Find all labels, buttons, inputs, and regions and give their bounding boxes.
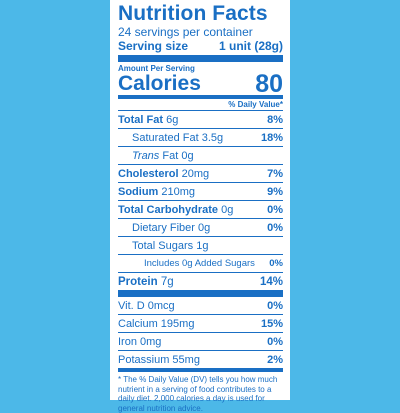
divider-thick [118, 55, 283, 62]
vitamin-row-iron: Iron 0mg 0% [118, 333, 283, 350]
nutrient-pct: 0% [267, 221, 283, 234]
vitamin-row-vit-d: Vit. D 0mcg 0% [118, 297, 283, 314]
divider [118, 110, 283, 111]
vitamin-pct: 0% [267, 299, 283, 312]
serving-size-value: 1 unit (28g) [218, 39, 283, 53]
nutrient-pct: 18% [260, 131, 283, 144]
divider [118, 182, 283, 183]
nutrient-row-cholesterol: Cholesterol 20mg 7% [118, 165, 283, 182]
divider [118, 332, 283, 333]
vitamin-label: Calcium [118, 317, 158, 330]
serving-size-label: Serving size [118, 39, 189, 53]
calories-value: 80 [255, 70, 283, 98]
divider [118, 254, 283, 255]
vitamin-amount: 55mg [172, 353, 200, 366]
nutrient-label: Dietary Fiber [132, 221, 195, 234]
vitamin-pct: 15% [260, 317, 283, 330]
vitamin-pct: 2% [267, 353, 283, 366]
amount-per-serving: Amount Per Serving [118, 64, 195, 73]
nutrient-pct: 9% [267, 185, 283, 198]
vitamin-pct: 0% [267, 335, 283, 348]
nutrient-amount: 7g [160, 275, 174, 288]
divider [118, 164, 283, 165]
divider [118, 218, 283, 219]
nutrient-label: Total Sugars [132, 239, 194, 252]
daily-value-header: % Daily Value* [228, 100, 283, 109]
nutrient-row-total-sugars: Total Sugars 1g [118, 237, 283, 254]
divider [118, 236, 283, 237]
nutrient-label: Total Fat [118, 113, 164, 126]
nutrient-row-added-sugars: Includes 0g Added Sugars 0% [118, 255, 283, 272]
nutrient-amount: 0g [221, 203, 234, 216]
divider [118, 146, 283, 147]
nutrient-label: Saturated Fat [132, 131, 199, 144]
daily-value-footnote: * The % Daily Value (DV) tells you how m… [118, 375, 278, 413]
nutrient-label: Sodium [118, 185, 159, 198]
nutrient-label: Protein [118, 275, 158, 288]
nutrient-pct: 7% [267, 167, 283, 180]
divider [118, 314, 283, 315]
serving-size: Serving size 1 unit (28g) [118, 39, 283, 53]
vitamin-amount: 195mg [160, 317, 195, 330]
nutrient-row-total-carbohydrate: Total Carbohydrate 0g 0% [118, 201, 283, 218]
divider [118, 272, 283, 273]
divider-medium [118, 95, 283, 99]
nutrient-row-sodium: Sodium 210mg 9% [118, 183, 283, 200]
vitamin-row-potassium: Potassium 55mg 2% [118, 351, 283, 368]
nutrient-amount: 3.5g [201, 131, 224, 144]
nutrient-label: Total Carbohydrate [118, 203, 219, 216]
divider-medium [118, 368, 283, 372]
divider [118, 350, 283, 351]
vitamin-label: Potassium [118, 353, 170, 366]
divider [118, 128, 283, 129]
label-title: Nutrition Facts [118, 2, 268, 25]
nutrient-row-protein: Protein 7g 14% [118, 273, 283, 290]
calories-label: Calories [118, 72, 201, 95]
nutrient-pct: 0% [269, 258, 283, 269]
nutrient-row-trans-fat: Trans Fat 0g [118, 147, 283, 164]
vitamin-label: Iron [118, 335, 137, 348]
nutrient-label: Includes 0g Added Sugars [144, 258, 255, 269]
nutrient-amount: 210mg [161, 185, 196, 198]
nutrient-pct: 8% [267, 113, 283, 126]
nutrient-amount: Fat 0g [162, 149, 194, 162]
nutrient-label: Trans [132, 149, 160, 162]
nutrition-facts-label: Nutrition Facts 24 servings per containe… [110, 0, 290, 413]
nutrient-pct: 14% [259, 275, 283, 288]
divider [118, 200, 283, 201]
vitamin-amount: 0mcg [147, 299, 175, 312]
nutrient-row-dietary-fiber: Dietary Fiber 0g 0% [118, 219, 283, 236]
vitamin-row-calcium: Calcium 195mg 15% [118, 315, 283, 332]
nutrient-amount: 20mg [181, 167, 210, 180]
nutrient-pct: 0% [267, 203, 283, 216]
nutrient-label: Cholesterol [118, 167, 179, 180]
divider-thick [118, 290, 283, 297]
nutrient-row-total-fat: Total Fat 6g 8% [118, 111, 283, 128]
nutrient-amount: 6g [166, 113, 179, 126]
servings-per-container: 24 servings per container [118, 25, 253, 39]
nutrient-row-saturated-fat: Saturated Fat 3.5g 18% [118, 129, 283, 146]
calories-row: Calories 80 [118, 70, 283, 98]
nutrient-amount: 1g [196, 239, 209, 252]
vitamin-label: Vit. D [118, 299, 145, 312]
vitamin-amount: 0mg [140, 335, 162, 348]
nutrient-amount: 0g [198, 221, 211, 234]
